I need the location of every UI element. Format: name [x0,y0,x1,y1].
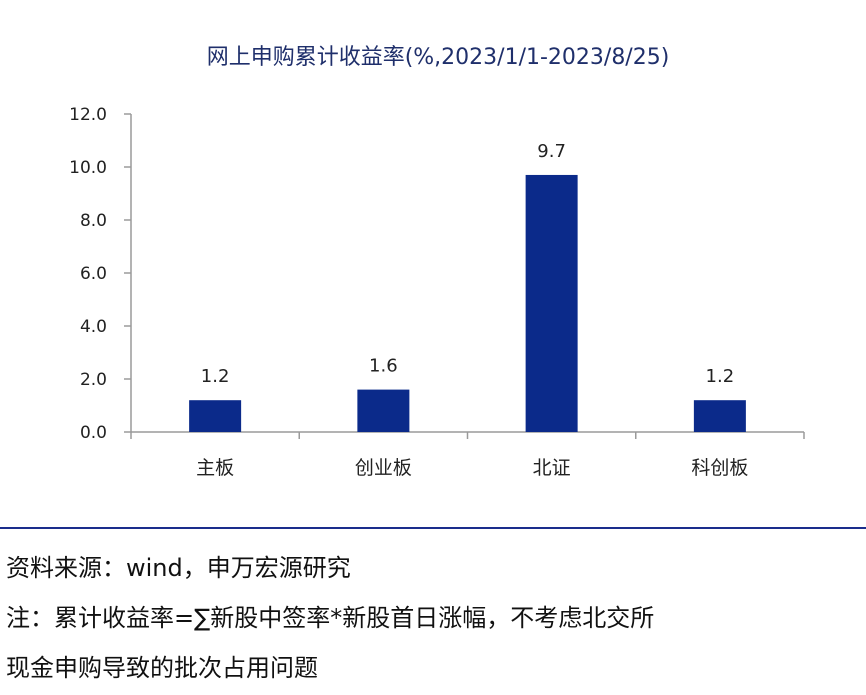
bar-3 [525,174,578,432]
bar-4 [693,400,746,432]
bars [189,174,746,432]
data-label: 1.6 [369,356,398,377]
category-label: 北证 [533,457,571,479]
y-tick-label: 2.0 [80,370,107,390]
bar-1 [189,400,242,432]
bar-2 [357,389,410,432]
data-label: 1.2 [201,366,230,387]
y-tick-label: 4.0 [80,317,107,337]
y-tick-label: 6.0 [80,264,107,284]
y-tick-label: 8.0 [80,211,107,231]
source-note: 资料来源：wind，申万宏源研究 [6,554,351,582]
data-label: 9.7 [537,141,566,162]
y-tick-label: 10.0 [69,158,107,178]
category-label: 科创板 [691,457,748,479]
formula-note: 注：累计收益率=∑新股中签率*新股首日涨幅，不考虑北交所 [6,604,655,632]
y-tick-label: 0.0 [80,423,107,443]
chart-title: 网上申购累计收益率(%,2023/1/1-2023/8/25) [207,45,670,70]
data-label: 1.2 [706,366,735,387]
category-label: 创业板 [355,457,412,479]
divider-line [0,527,866,529]
category-label: 主板 [196,457,234,479]
bar-chart: 网上申购累计收益率(%,2023/1/1-2023/8/25) 0.0 2.0 4.… [69,45,805,479]
y-tick-label: 12.0 [69,105,107,125]
formula-note-continued: 现金申购导致的批次占用问题 [6,654,318,682]
labels: 1.2 主板 1.6 创业板 9.7 北证 1.2 科创板 [196,141,748,479]
axes: 0.0 2.0 4.0 6.0 8.0 10.0 12.0 [69,105,805,443]
